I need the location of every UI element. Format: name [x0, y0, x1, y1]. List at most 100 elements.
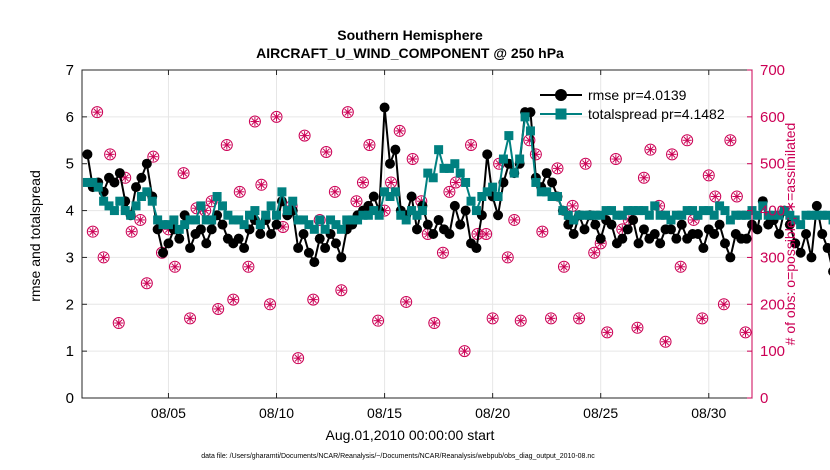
- obs-possible-marker: [91, 106, 104, 119]
- obs-assimilated-marker: [120, 173, 130, 183]
- totalspread-point: [336, 224, 346, 234]
- totalspread-point: [671, 210, 681, 220]
- rmse-point: [579, 224, 590, 235]
- totalspread-point: [823, 210, 830, 220]
- obs-assimilated-marker: [667, 149, 677, 159]
- rmse-point: [790, 238, 801, 249]
- totalspread-point: [88, 177, 98, 187]
- obs-assimilated-marker: [516, 316, 526, 326]
- obs-possible-marker: [363, 138, 376, 151]
- rmse-point: [482, 149, 493, 160]
- y-tick-label: 1: [66, 343, 74, 360]
- totalspread-point: [661, 210, 671, 220]
- rmse-point: [293, 243, 304, 254]
- obs-assimilated-marker: [401, 297, 411, 307]
- obs-possible-marker: [140, 277, 153, 290]
- rmse-point: [633, 238, 644, 249]
- obs-assimilated-marker: [639, 173, 649, 183]
- totalspread-point: [688, 206, 698, 216]
- totalspread-point: [612, 210, 622, 220]
- rmse-point: [795, 247, 806, 258]
- rmse-point: [471, 243, 482, 254]
- totalspread-point: [147, 196, 157, 206]
- x-tick-label: 08/05: [151, 405, 186, 421]
- obs-assimilated-marker: [272, 112, 282, 122]
- rmse-point: [368, 191, 379, 202]
- totalspread-point: [342, 215, 352, 225]
- legend-totalspread-marker: [555, 108, 567, 120]
- totalspread-point: [390, 187, 400, 197]
- rmse-point: [714, 219, 725, 230]
- obs-assimilated-marker: [170, 262, 180, 272]
- x-tick-label: 08/10: [259, 405, 294, 421]
- obs-assimilated-marker: [336, 285, 346, 295]
- totalspread-point: [169, 215, 179, 225]
- ticks: 08/05 08/10 08/15 08/20 08/25 08/30 0 1 2 3 4 5 6 7 0 1…: [66, 62, 785, 421]
- totalspread-point: [477, 192, 487, 202]
- totalspread-point: [82, 177, 92, 187]
- totalspread-point: [655, 210, 665, 220]
- rmse-point: [195, 224, 206, 235]
- obs-assimilated-marker: [682, 135, 692, 145]
- rmse-point: [320, 243, 331, 254]
- totalspread-point: [547, 192, 557, 202]
- obs-assimilated-marker: [243, 262, 253, 272]
- obs-possible-marker: [372, 314, 385, 327]
- y-tick-label-right: 600: [760, 109, 785, 126]
- totalspread-point: [482, 187, 492, 197]
- y-tick-label-right: 700: [760, 62, 785, 79]
- totalspread-point: [752, 210, 762, 220]
- obs-possible-marker: [573, 312, 586, 325]
- obs-assimilated-marker: [552, 163, 562, 173]
- obs-possible-marker: [393, 124, 406, 137]
- totalspread-point: [158, 220, 168, 230]
- totalspread-point: [515, 154, 525, 164]
- obs-assimilated-marker: [546, 313, 556, 323]
- obs-assimilated-marker: [88, 227, 98, 237]
- totalspread-point: [417, 206, 427, 216]
- obs-possible-marker: [313, 213, 326, 226]
- totalspread-point: [520, 112, 530, 122]
- obs-assimilated-marker: [256, 180, 266, 190]
- obs-possible-marker: [579, 157, 592, 170]
- rmse-point: [665, 224, 676, 235]
- obs-assimilated-marker: [697, 313, 707, 323]
- totalspread-point: [115, 196, 125, 206]
- totalspread-point: [607, 206, 617, 216]
- totalspread-point: [347, 215, 357, 225]
- rmse-point: [412, 224, 422, 235]
- totalspread-point: [525, 126, 535, 136]
- rmse-point: [114, 168, 125, 179]
- obs-assimilated-marker: [321, 147, 331, 157]
- totalspread-point: [785, 210, 795, 220]
- totalspread-point: [461, 177, 471, 187]
- obs-possible-marker: [97, 251, 110, 264]
- rmse-point: [330, 238, 341, 249]
- obs-possible-marker: [212, 302, 225, 315]
- totalspread-point: [282, 206, 292, 216]
- totalspread-point: [109, 206, 119, 216]
- rmse-point: [719, 238, 730, 249]
- obs-possible-marker: [264, 298, 277, 311]
- obs-assimilated-marker: [645, 145, 655, 155]
- rmse-point: [266, 229, 277, 239]
- obs-assimilated-marker: [710, 192, 720, 202]
- totalspread-point: [385, 192, 395, 202]
- obs-possible-marker: [717, 298, 730, 311]
- obs-assimilated-marker: [265, 299, 275, 309]
- obs-possible-marker: [674, 260, 687, 273]
- obs-possible-marker: [631, 321, 644, 334]
- y-axis-label: rmse and totalspread: [27, 170, 43, 302]
- obs-assimilated-marker: [568, 201, 578, 211]
- obs-assimilated-marker: [142, 278, 152, 288]
- rmse-point: [741, 233, 752, 244]
- totalspread-point: [623, 206, 633, 216]
- rmse-point: [649, 229, 660, 239]
- y-axis-label-right: # of obs: o=possible; ∗=assimilated: [782, 123, 798, 346]
- rmse-point: [655, 238, 666, 249]
- obs-possible-marker: [112, 317, 125, 330]
- obs-possible-marker: [242, 260, 255, 273]
- totalspread-point: [639, 206, 649, 216]
- totalspread-point: [261, 210, 271, 220]
